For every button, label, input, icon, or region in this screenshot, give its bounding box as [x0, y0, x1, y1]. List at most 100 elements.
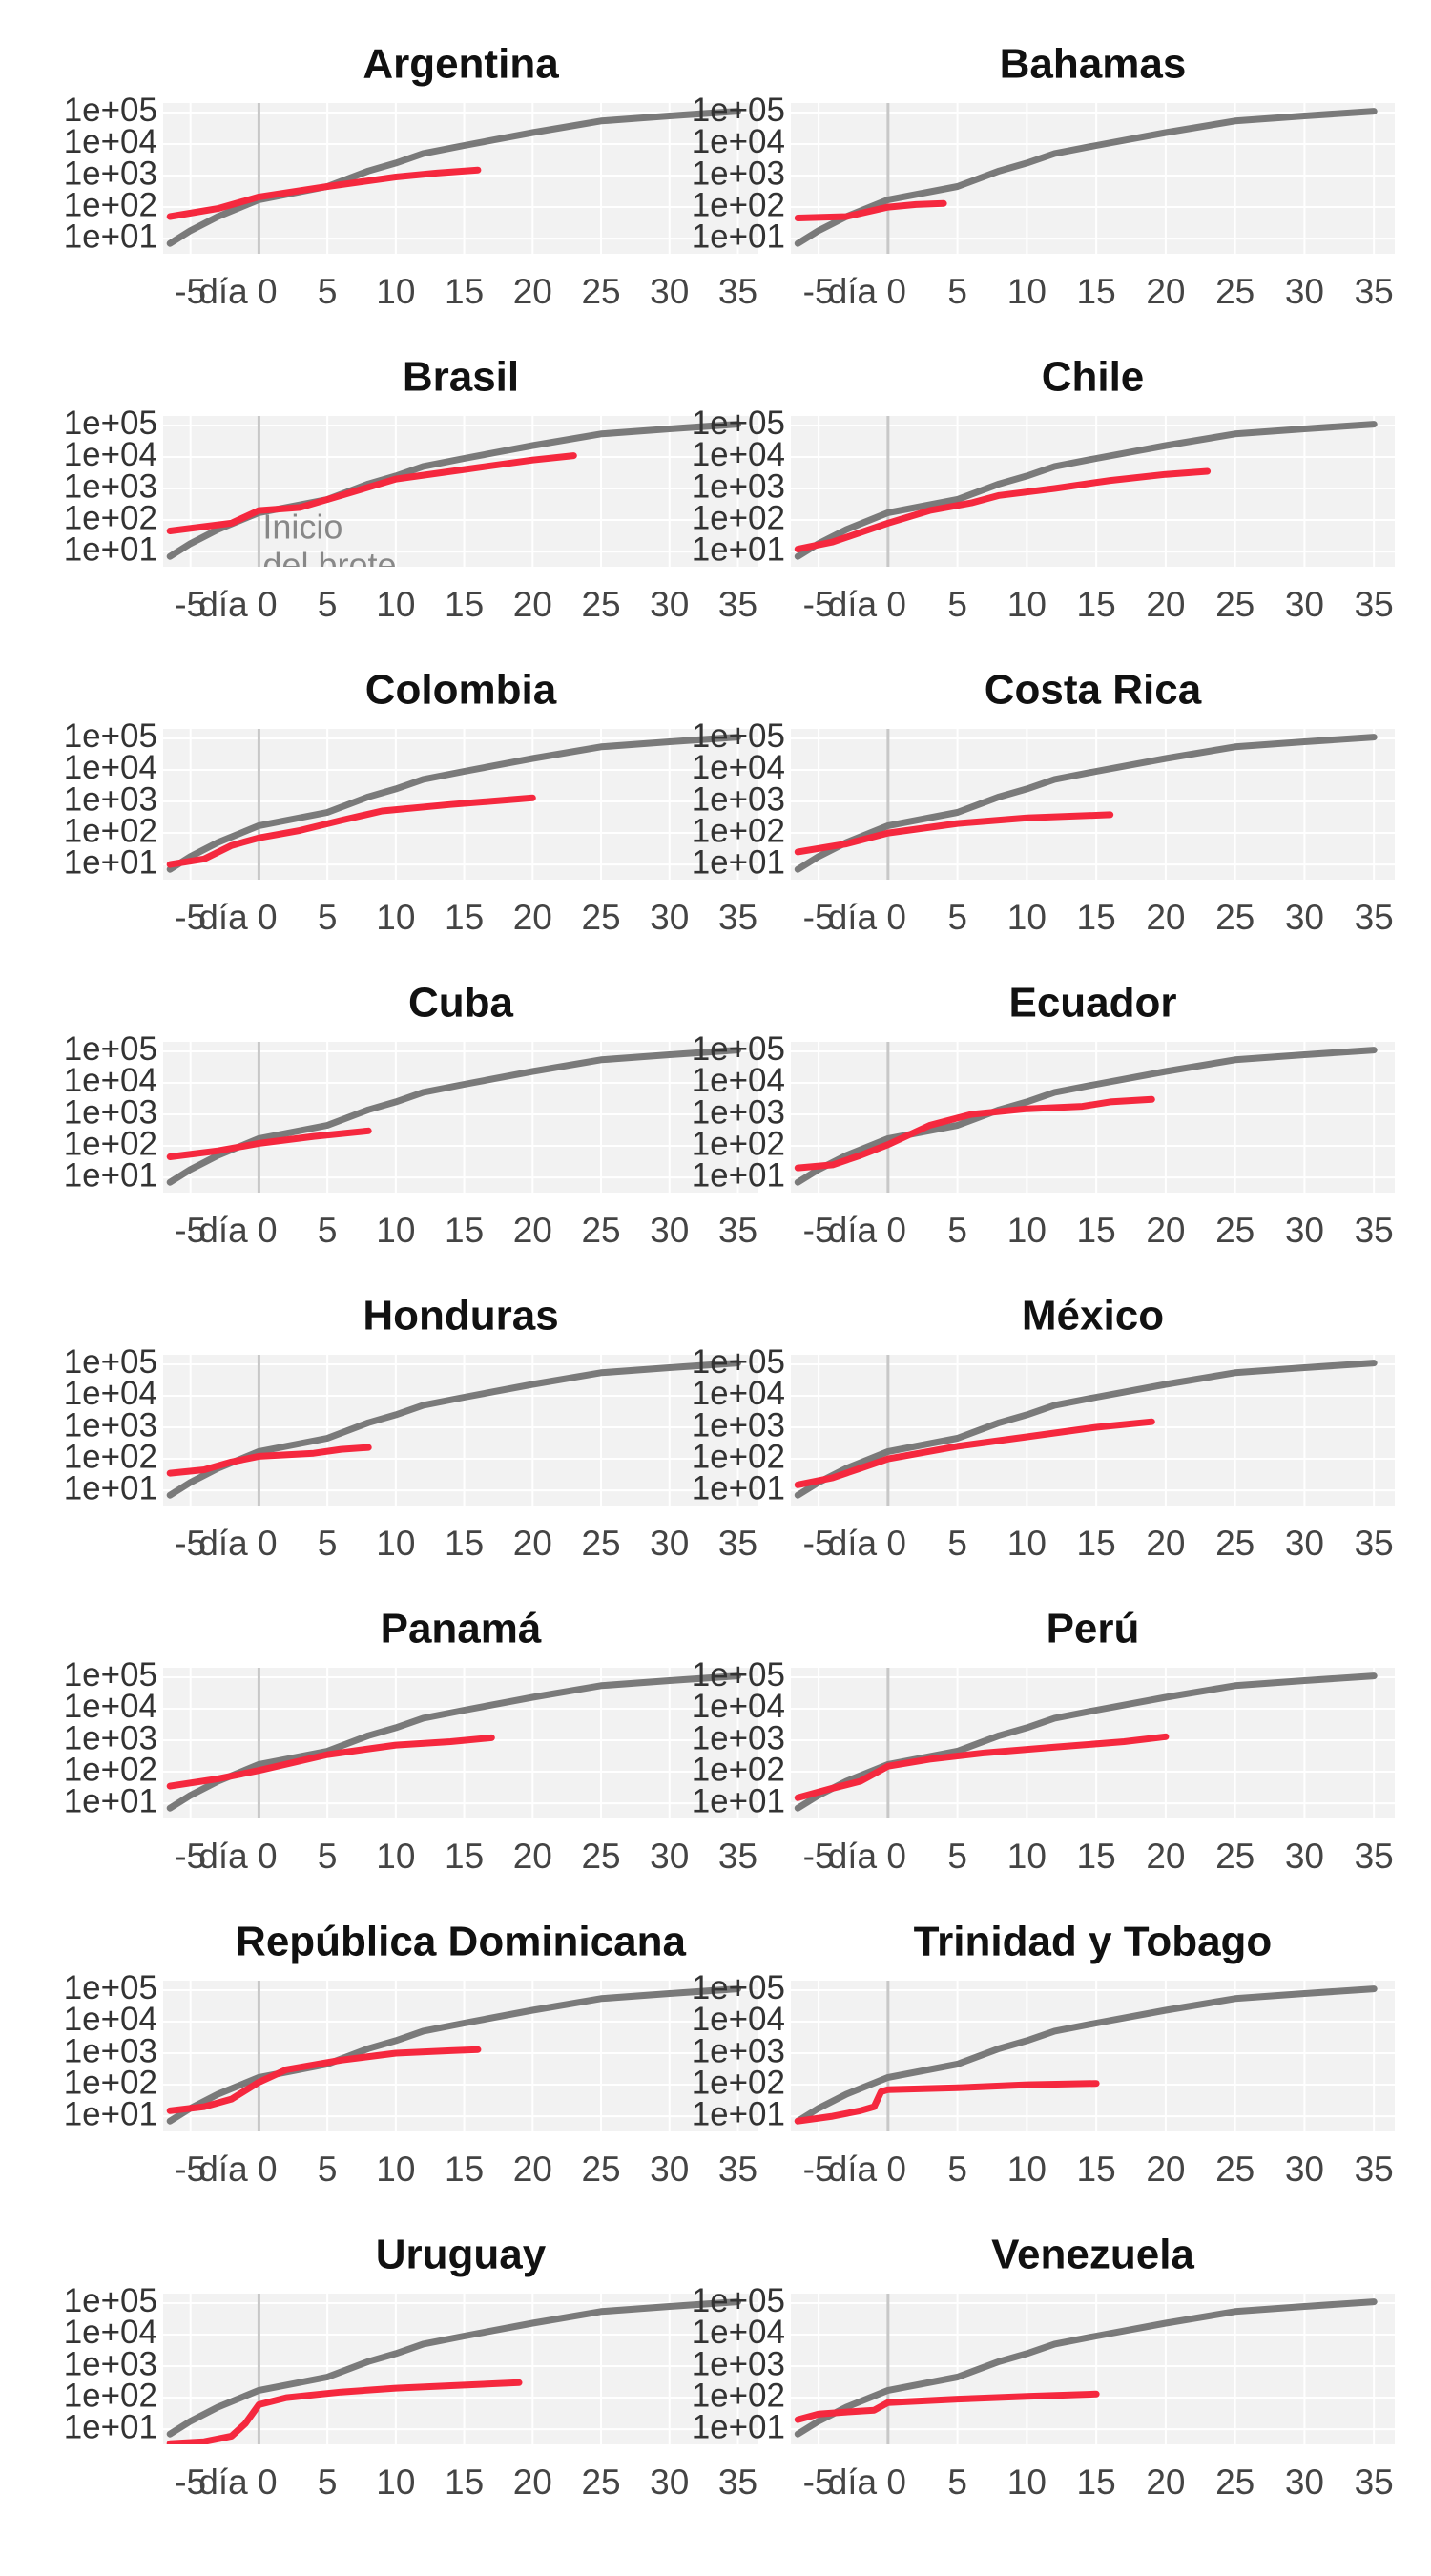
x-tick-label: 25 [1215, 1524, 1255, 1563]
x-tick-label: 10 [376, 1211, 415, 1250]
x-tick-label: 15 [445, 2150, 484, 2189]
panel-title: Venezuela [991, 2232, 1194, 2278]
y-tick-label: 1e+02 [692, 499, 785, 536]
x-tick-label: día 0 [828, 1211, 906, 1250]
y-tick-label: 1e+04 [692, 2001, 785, 2038]
y-tick-label: 1e+02 [692, 186, 785, 223]
x-tick-label: 20 [1146, 1211, 1185, 1250]
x-tick-label: 20 [513, 2150, 552, 2189]
y-tick-label: 1e+02 [64, 186, 157, 223]
x-tick-label: día 0 [198, 272, 277, 311]
y-tick-label: 1e+03 [692, 155, 785, 192]
series-line [166, 1047, 741, 1186]
y-tick-label: 1e+01 [64, 218, 157, 255]
panel-title: Bahamas [1000, 41, 1187, 88]
x-tick-label: 10 [376, 1837, 415, 1876]
y-tick-label: 1e+05 [692, 405, 785, 442]
plot-background [163, 416, 758, 567]
x-tick-label: día 0 [198, 2462, 277, 2502]
x-tick-label: 35 [1355, 898, 1394, 937]
x-tick-label: 20 [513, 1211, 552, 1250]
plot-area [794, 1672, 1378, 1812]
x-tick-label: 25 [581, 585, 620, 624]
x-tick-label: 5 [318, 1524, 338, 1563]
x-tick-label: -5 [175, 1837, 206, 1876]
plot-background [791, 1042, 1395, 1193]
y-tick-label: 1e+04 [692, 123, 785, 160]
x-tick-label: 15 [1077, 272, 1116, 311]
x-tick-label: 5 [318, 2462, 338, 2502]
panel-title: Argentina [363, 41, 559, 88]
plot-area [166, 734, 741, 873]
x-tick-label: 5 [318, 2150, 338, 2189]
x-tick-label: 20 [1146, 2462, 1185, 2502]
x-tick-label: -5 [803, 1211, 835, 1250]
x-tick-label: 20 [1146, 272, 1185, 311]
plot-area [166, 2298, 741, 2444]
x-tick-label: -5 [175, 585, 206, 624]
series-line [794, 1672, 1378, 1812]
y-tick-label: 1e+04 [692, 1062, 785, 1099]
plot-area [794, 1985, 1378, 2125]
x-tick-label: 15 [445, 1837, 484, 1876]
x-tick-label: 25 [581, 1211, 620, 1250]
x-tick-label: 30 [1285, 272, 1324, 311]
x-tick-label: 25 [581, 1837, 620, 1876]
panel-title: Uruguay [376, 2232, 547, 2278]
y-tick-label: 1e+03 [64, 780, 157, 818]
y-tick-label: 1e+05 [692, 1969, 785, 2006]
plot-background [791, 2294, 1395, 2444]
x-tick-label: 15 [1077, 2150, 1116, 2189]
y-tick-label: 1e+04 [64, 2314, 157, 2351]
x-tick-label: 5 [947, 898, 967, 937]
series-line [794, 2298, 1378, 2438]
y-tick-label: 1e+03 [692, 780, 785, 818]
y-tick-label: 1e+02 [692, 1438, 785, 1475]
series-line [166, 166, 482, 220]
panel: Trinidad y Tobago 1e+011e+021e+031e+041e+… [692, 1919, 1395, 2189]
plot-area [166, 108, 741, 247]
y-tick-label: 1e+05 [692, 2282, 785, 2319]
x-tick-label: 25 [581, 898, 620, 937]
x-tick-label: 35 [1355, 1524, 1394, 1563]
plot-background [163, 103, 758, 254]
x-tick-label: 30 [650, 1211, 689, 1250]
series-line [794, 467, 1212, 552]
x-tick-label: 10 [376, 272, 415, 311]
y-tick-label: 1e+02 [64, 812, 157, 849]
y-tick-label: 1e+04 [64, 1062, 157, 1099]
series-line [166, 1444, 372, 1477]
plot-area [166, 1047, 741, 1186]
x-tick-label: 15 [445, 585, 484, 624]
y-tick-label: 1e+03 [692, 2345, 785, 2382]
series-line [794, 421, 1378, 560]
x-tick-label: día 0 [198, 2150, 277, 2189]
y-tick-label: 1e+03 [64, 1406, 157, 1444]
x-tick-label: 35 [1355, 585, 1394, 624]
x-tick-label: 10 [1007, 2150, 1047, 2189]
annotation: del brote [262, 546, 396, 585]
x-tick-label: 20 [1146, 898, 1185, 937]
x-tick-label: 25 [581, 2462, 620, 2502]
x-tick-label: 15 [1077, 2462, 1116, 2502]
y-tick-label: 1e+04 [692, 2314, 785, 2351]
y-tick-label: 1e+05 [692, 717, 785, 755]
x-tick-label: 25 [1215, 898, 1255, 937]
x-tick-label: día 0 [828, 1524, 906, 1563]
series-line [166, 2298, 741, 2438]
series-line [166, 794, 536, 868]
y-tick-label: 1e+05 [64, 1969, 157, 2006]
x-tick-label: -5 [803, 1524, 835, 1563]
panel-title: Chile [1042, 354, 1145, 401]
x-tick-label: 30 [1285, 1837, 1324, 1876]
y-tick-label: 1e+01 [692, 530, 785, 568]
y-tick-label: 1e+01 [64, 1469, 157, 1506]
y-tick-label: 1e+03 [692, 1406, 785, 1444]
plot-area [794, 1047, 1378, 1186]
